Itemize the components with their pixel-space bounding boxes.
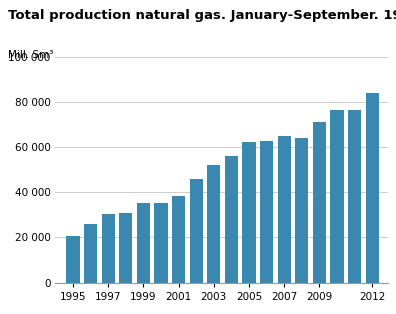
Bar [102,214,115,283]
Bar [366,93,379,283]
Bar [137,203,150,283]
Bar [348,110,361,283]
Bar [67,236,80,283]
Bar [119,213,132,283]
Bar [330,110,344,283]
Bar [172,196,185,283]
Bar [207,165,221,283]
Bar [278,136,291,283]
Bar [313,122,326,283]
Bar [225,156,238,283]
Bar [190,179,203,283]
Text: Mill. Sm³: Mill. Sm³ [8,50,53,60]
Bar [260,141,273,283]
Bar [295,138,308,283]
Text: Total production natural gas. January-September. 1995-2012. Mill Sm³: Total production natural gas. January-Se… [8,9,396,22]
Bar [154,203,168,283]
Bar [84,224,97,283]
Bar [242,143,256,283]
